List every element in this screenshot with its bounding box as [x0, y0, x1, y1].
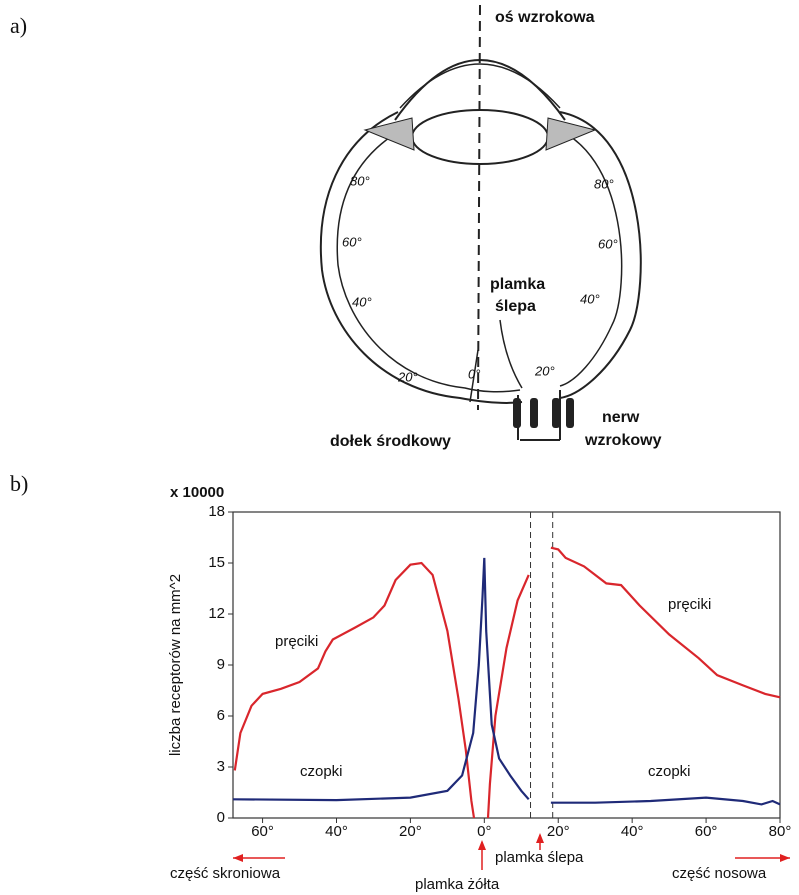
y-tick-label: 12: [208, 605, 225, 622]
degree-label: 80°: [350, 173, 370, 188]
degree-label: 20°: [534, 363, 555, 378]
x-tick-label: 40°: [621, 823, 644, 840]
nerve-fibers: [513, 398, 574, 428]
panel-label: b): [10, 471, 28, 496]
x-tick-label: 20°: [547, 823, 570, 840]
x-tick-label: 0°: [477, 823, 491, 840]
y-tick-label: 6: [217, 707, 225, 724]
annotation: plamka żółta: [415, 876, 500, 893]
degree-label: 40°: [580, 291, 600, 306]
diagram-label: ślepa: [495, 298, 536, 315]
annotation: czopki: [300, 763, 343, 780]
degree-label: 60°: [598, 236, 618, 251]
y-tick-label: 0: [217, 809, 225, 826]
degree-label: 20°: [397, 369, 418, 384]
series-line: [233, 546, 781, 819]
annotation: część nosowa: [672, 865, 767, 882]
annotation: część skroniowa: [170, 865, 281, 882]
arrow-head: [536, 833, 544, 843]
y-axis-label: liczba receptorów na mm^2: [167, 574, 184, 756]
arrow-head: [233, 854, 243, 862]
arrow-head: [780, 854, 790, 862]
diagram-label: plamka: [490, 276, 545, 293]
degree-label: 0°: [468, 366, 480, 381]
blind-spot-pointer: [499, 319, 523, 389]
y-tick-label: 18: [208, 503, 225, 520]
x-tick-label: 40°: [325, 823, 348, 840]
chart: 0 3 6 9 12 15 18 60° 40° 20° 0° 20° 40° 60° 80° liczba …: [167, 484, 791, 893]
eye-outer: [319, 111, 642, 404]
annotation: plamka ślepa: [495, 849, 584, 866]
x-tick-label: 60°: [251, 823, 274, 840]
diagram-label: dołek środkowy: [330, 433, 451, 450]
cornea-inner: [399, 63, 561, 109]
annotation: pręciki: [668, 596, 711, 613]
degree-label: 80°: [594, 176, 614, 191]
x-tick-label: 60°: [695, 823, 718, 840]
degree-label: 40°: [352, 294, 372, 309]
x-tick-label: 80°: [769, 823, 792, 840]
degree-label: 60°: [342, 234, 362, 249]
arrow-head: [478, 840, 486, 850]
fovea-pointer: [469, 349, 479, 403]
eye-diagram: [319, 4, 642, 441]
y-tick-label: 15: [208, 554, 225, 571]
diagram-label: wzrokowy: [584, 432, 662, 449]
eye-inner: [336, 124, 623, 393]
diagram-label: nerw: [602, 409, 640, 426]
series-line: [232, 557, 781, 806]
annotation: pręciki: [275, 633, 318, 650]
diagram-label: oś wzrokowa: [495, 9, 595, 26]
ciliary-body: [363, 117, 597, 151]
annotation: czopki: [648, 763, 691, 780]
visual-axis: [477, 4, 481, 411]
y-tick-label: 9: [217, 656, 225, 673]
y-tick-label: 3: [217, 758, 225, 775]
x-tick-label: 20°: [399, 823, 422, 840]
y-multiplier: x 10000: [170, 484, 224, 501]
panel-label: a): [10, 13, 27, 38]
